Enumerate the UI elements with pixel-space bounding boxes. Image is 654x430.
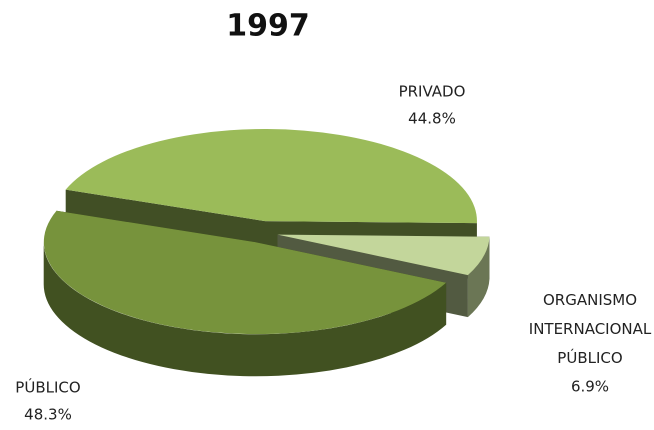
slice-top [65, 129, 477, 224]
slice-side [467, 236, 490, 318]
category-label: PRIVADO [399, 83, 466, 101]
slice-top [43, 210, 447, 335]
slice-side [43, 242, 447, 377]
category-label: PÚBLICO [15, 378, 80, 397]
value-label: 44.8% [408, 110, 456, 128]
value-label: 48.3% [24, 406, 72, 424]
value-label: 6.9% [571, 378, 609, 396]
slice-top [277, 234, 490, 276]
slice [43, 210, 447, 377]
category-label: ORGANISMO INTERNACIONAL PÚBLICO [529, 291, 652, 367]
chart-title: 1997 [226, 9, 310, 44]
